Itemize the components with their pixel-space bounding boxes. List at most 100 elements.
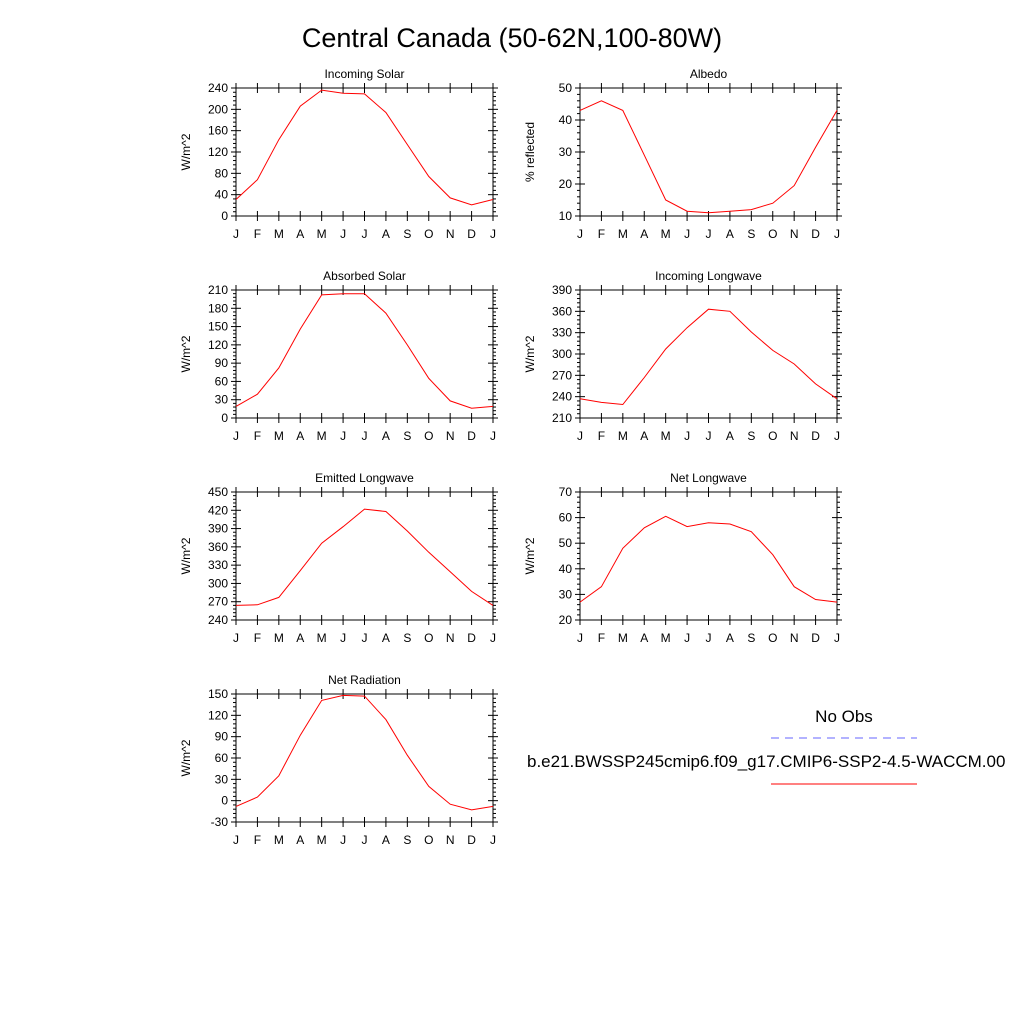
x-tick-label: F bbox=[254, 429, 261, 443]
x-tick-label: J bbox=[706, 227, 712, 241]
x-tick-label: O bbox=[424, 227, 433, 241]
x-tick-label: M bbox=[274, 833, 284, 847]
panel-title: Incoming Solar bbox=[324, 67, 404, 81]
x-tick-label: J bbox=[340, 631, 346, 645]
x-tick-label: A bbox=[382, 429, 390, 443]
x-tick-label: J bbox=[684, 227, 690, 241]
x-tick-label: J bbox=[577, 429, 583, 443]
y-tick-label: 50 bbox=[559, 536, 573, 550]
x-tick-label: M bbox=[661, 227, 671, 241]
y-tick-label: 70 bbox=[559, 485, 573, 499]
x-tick-label: A bbox=[296, 227, 304, 241]
y-tick-label: 20 bbox=[559, 177, 573, 191]
y-tick-label: 0 bbox=[221, 209, 228, 223]
panel-title: Incoming Longwave bbox=[655, 269, 762, 283]
panel-title: Net Longwave bbox=[670, 471, 747, 485]
x-tick-label: D bbox=[811, 227, 820, 241]
x-tick-label: N bbox=[446, 833, 455, 847]
x-tick-label: D bbox=[467, 227, 476, 241]
x-tick-label: N bbox=[790, 631, 799, 645]
x-tick-label: N bbox=[790, 429, 799, 443]
x-tick-label: S bbox=[403, 429, 411, 443]
legend-obs-label: No Obs bbox=[815, 707, 873, 726]
y-tick-label: 360 bbox=[552, 304, 572, 318]
x-tick-label: J bbox=[340, 227, 346, 241]
x-tick-label: J bbox=[706, 429, 712, 443]
y-axis-label: W/m^2 bbox=[179, 739, 193, 776]
x-tick-label: A bbox=[726, 227, 734, 241]
x-tick-label: O bbox=[768, 631, 777, 645]
x-tick-label: N bbox=[446, 631, 455, 645]
x-tick-label: O bbox=[424, 429, 433, 443]
x-tick-label: N bbox=[446, 227, 455, 241]
x-tick-label: J bbox=[362, 429, 368, 443]
x-tick-label: F bbox=[254, 833, 261, 847]
x-tick-label: M bbox=[274, 631, 284, 645]
y-tick-label: 300 bbox=[208, 576, 228, 590]
x-tick-label: M bbox=[618, 227, 628, 241]
x-tick-label: J bbox=[577, 227, 583, 241]
y-axis-label: W/m^2 bbox=[179, 133, 193, 170]
y-tick-label: 150 bbox=[208, 320, 228, 334]
y-tick-label: 30 bbox=[215, 772, 229, 786]
y-tick-label: 90 bbox=[215, 730, 229, 744]
y-axis-label: W/m^2 bbox=[523, 537, 537, 574]
x-tick-label: A bbox=[296, 833, 304, 847]
y-tick-label: 0 bbox=[221, 794, 228, 808]
y-tick-label: 330 bbox=[552, 326, 572, 340]
y-tick-label: 60 bbox=[215, 374, 229, 388]
y-tick-label: 390 bbox=[208, 522, 228, 536]
y-axis-label: W/m^2 bbox=[179, 537, 193, 574]
y-tick-label: 120 bbox=[208, 145, 228, 159]
x-tick-label: J bbox=[684, 429, 690, 443]
y-axis-label: % reflected bbox=[523, 122, 537, 182]
x-tick-label: J bbox=[233, 631, 239, 645]
y-tick-label: 240 bbox=[208, 81, 228, 95]
y-tick-label: 40 bbox=[215, 188, 229, 202]
x-tick-label: S bbox=[403, 227, 411, 241]
y-tick-label: -30 bbox=[211, 815, 229, 829]
x-tick-label: M bbox=[317, 227, 327, 241]
y-tick-label: 420 bbox=[208, 503, 228, 517]
y-tick-label: 300 bbox=[552, 347, 572, 361]
y-axis-label: W/m^2 bbox=[523, 335, 537, 372]
y-tick-label: 240 bbox=[208, 613, 228, 627]
y-tick-label: 40 bbox=[559, 562, 573, 576]
x-tick-label: N bbox=[446, 429, 455, 443]
y-tick-label: 450 bbox=[208, 485, 228, 499]
y-tick-label: 30 bbox=[559, 145, 573, 159]
x-tick-label: A bbox=[726, 631, 734, 645]
y-tick-label: 270 bbox=[552, 368, 572, 382]
y-tick-label: 90 bbox=[215, 356, 229, 370]
panel-title: Emitted Longwave bbox=[315, 471, 414, 485]
x-tick-label: A bbox=[382, 631, 390, 645]
y-tick-label: 160 bbox=[208, 124, 228, 138]
y-tick-label: 30 bbox=[559, 587, 573, 601]
x-tick-label: J bbox=[490, 227, 496, 241]
legend-model-label: b.e21.BWSSP245cmip6.f09_g17.CMIP6-SSP2-4… bbox=[527, 752, 1005, 771]
y-tick-label: 40 bbox=[559, 113, 573, 127]
series-line bbox=[579, 100, 838, 214]
series-line bbox=[235, 508, 494, 606]
x-tick-label: A bbox=[382, 833, 390, 847]
x-tick-label: S bbox=[747, 227, 755, 241]
series-line bbox=[235, 293, 494, 409]
x-tick-label: M bbox=[317, 429, 327, 443]
x-tick-label: A bbox=[726, 429, 734, 443]
y-tick-label: 120 bbox=[208, 338, 228, 352]
series-line bbox=[579, 308, 838, 406]
x-tick-label: J bbox=[490, 833, 496, 847]
x-tick-label: D bbox=[811, 429, 820, 443]
x-tick-label: S bbox=[747, 429, 755, 443]
y-tick-label: 180 bbox=[208, 301, 228, 315]
plot-frame bbox=[235, 491, 494, 621]
y-tick-label: 390 bbox=[552, 283, 572, 297]
y-tick-label: 60 bbox=[215, 751, 229, 765]
y-tick-label: 10 bbox=[559, 209, 573, 223]
panel-title: Absorbed Solar bbox=[323, 269, 406, 283]
x-tick-label: O bbox=[424, 631, 433, 645]
